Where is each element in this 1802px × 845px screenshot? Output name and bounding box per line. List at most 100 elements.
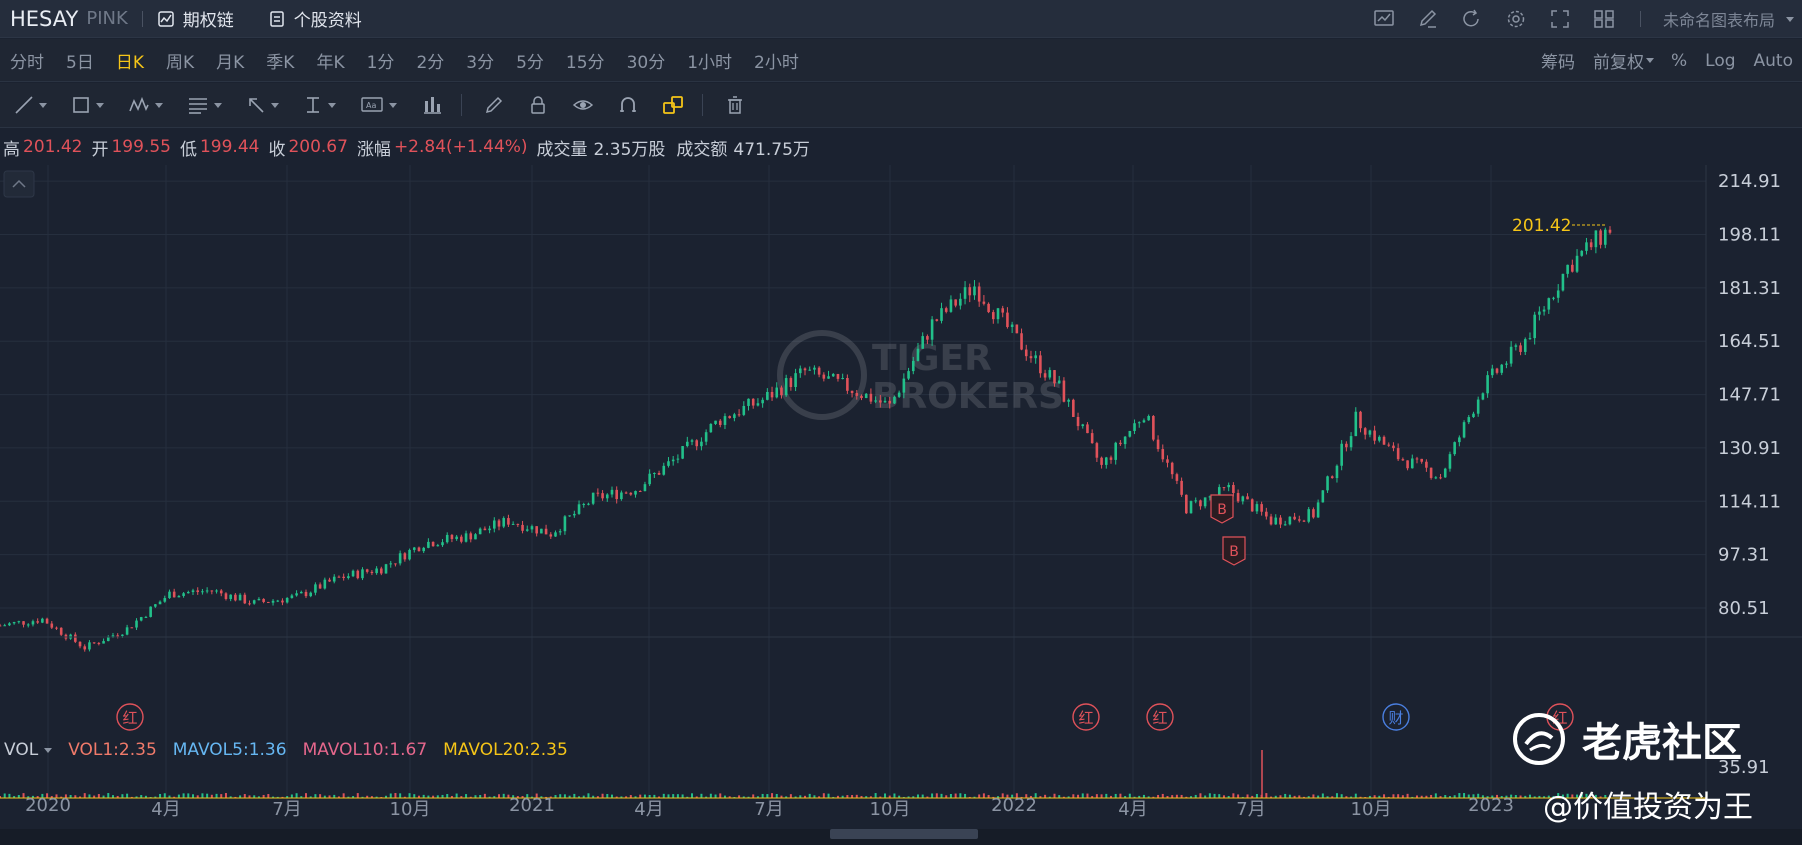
chevron-down-icon[interactable]	[44, 747, 53, 753]
candle-body	[893, 396, 896, 404]
fullscreen-icon[interactable]	[1549, 9, 1571, 29]
delete-drawings-tool[interactable]	[725, 95, 745, 115]
candle-body	[1519, 345, 1522, 352]
candle-body	[1147, 416, 1150, 421]
vol-label[interactable]: VOL	[4, 740, 39, 760]
candle-body	[1359, 411, 1362, 429]
time-tick: 7月	[272, 799, 302, 820]
adjust-selector[interactable]: 前复权	[1592, 53, 1644, 73]
candle-body	[577, 504, 581, 514]
period-tab[interactable]: 15分	[565, 52, 605, 73]
buy-marker[interactable]	[1210, 494, 1234, 524]
brush-tool[interactable]	[484, 95, 504, 115]
volume-bar	[733, 796, 736, 798]
candle-body	[1566, 264, 1569, 274]
period-tab[interactable]: 1小时	[687, 52, 733, 73]
period-tab[interactable]: 2分	[416, 52, 445, 73]
period-tab[interactable]: 5分	[516, 52, 544, 73]
period-tab[interactable]: 30分	[626, 52, 666, 73]
magnet-tool[interactable]	[618, 95, 638, 115]
chips-toggle[interactable]: 筹码	[1540, 53, 1575, 73]
period-tab[interactable]: 3分	[466, 52, 495, 73]
candle-body	[1425, 461, 1428, 468]
period-tab-active[interactable]: 日K	[115, 48, 145, 85]
volume-profile-tool[interactable]	[421, 95, 443, 115]
candles-layer	[0, 226, 1612, 652]
volume-bar	[446, 794, 449, 798]
volume-bar	[728, 796, 731, 798]
text-tool[interactable]: Aa	[360, 95, 397, 115]
visibility-tool[interactable]	[572, 95, 594, 115]
volume-bar	[1058, 795, 1061, 798]
volume-bar	[1491, 795, 1494, 798]
lock-tool[interactable]	[528, 95, 548, 115]
pencil-icon	[485, 96, 503, 114]
candle-body	[968, 287, 972, 296]
volume-bar	[1510, 794, 1513, 798]
candle-body	[718, 420, 722, 425]
refresh-icon[interactable]	[1461, 9, 1483, 29]
chevron-down-icon[interactable]	[1645, 58, 1654, 63]
fibonacci-tool[interactable]	[187, 95, 222, 115]
candle-body	[1491, 368, 1494, 376]
event-marker[interactable]	[116, 703, 144, 731]
rectangle-tool[interactable]	[71, 95, 104, 115]
ticker-symbol[interactable]: HESAY	[10, 6, 79, 31]
period-tab[interactable]: 季K	[266, 52, 295, 73]
volume-bar	[1519, 795, 1522, 798]
volume-bar	[356, 793, 359, 798]
volume-bar	[1321, 793, 1324, 798]
period-tab[interactable]: 2小时	[754, 52, 799, 73]
event-marker[interactable]	[1072, 703, 1100, 731]
grid-layout-icon[interactable]	[1593, 9, 1615, 29]
edit-icon[interactable]	[1417, 9, 1439, 29]
volume-bar	[74, 795, 77, 798]
log-toggle[interactable]: Log	[1705, 50, 1736, 71]
candle-body	[375, 568, 378, 574]
time-tick: 7月	[754, 799, 784, 820]
event-marker[interactable]	[1146, 703, 1174, 731]
collapse-button[interactable]	[3, 170, 35, 198]
period-tab[interactable]: 月K	[216, 52, 245, 73]
candle-body	[370, 571, 374, 574]
buy-marker[interactable]	[1222, 536, 1246, 566]
scrollbar-thumb[interactable]	[830, 829, 978, 839]
candle-body	[191, 590, 195, 593]
volume-bar	[1086, 793, 1089, 798]
measure-tool[interactable]	[303, 95, 336, 115]
option-chain-link[interactable]: 期权链	[157, 6, 234, 31]
volume-bar	[686, 796, 689, 798]
volume-bar	[681, 794, 684, 798]
gear-icon[interactable]	[1505, 9, 1527, 29]
chart-image-icon[interactable]	[1373, 9, 1395, 29]
candle-body	[864, 393, 868, 399]
link-drawings-tool[interactable]	[662, 94, 684, 116]
open-label: 开	[91, 139, 109, 160]
percent-toggle[interactable]: %	[1670, 50, 1688, 71]
price-tick: 80.51	[1718, 598, 1770, 619]
period-tab[interactable]: 年K	[316, 52, 345, 73]
candle-body	[690, 440, 694, 442]
volume-bar	[163, 793, 166, 798]
auto-toggle[interactable]: Auto	[1753, 50, 1793, 71]
period-tab[interactable]: 周K	[165, 52, 195, 73]
period-tab[interactable]: 分时	[10, 52, 44, 73]
chevron-down-icon[interactable]	[1786, 16, 1794, 22]
stock-profile-link[interactable]: 个股资料	[268, 6, 362, 31]
volume-bar	[813, 795, 816, 798]
volume-bar	[625, 796, 628, 798]
candle-body	[1152, 416, 1155, 440]
period-tab[interactable]: 5日	[66, 52, 94, 73]
candle-body	[954, 299, 957, 306]
pattern-tool[interactable]	[128, 95, 163, 115]
line-tool[interactable]	[14, 95, 47, 115]
event-marker[interactable]	[1382, 703, 1410, 731]
volume-bar	[1350, 796, 1353, 798]
period-tab[interactable]: 1分	[366, 52, 395, 73]
arrow-tool[interactable]	[246, 95, 279, 115]
volume-bar	[912, 796, 915, 798]
candle-body	[973, 286, 976, 296]
layout-selector[interactable]: 未命名图表布局	[1662, 11, 1775, 30]
candle-body	[940, 308, 943, 321]
volume-bar	[997, 796, 1000, 798]
